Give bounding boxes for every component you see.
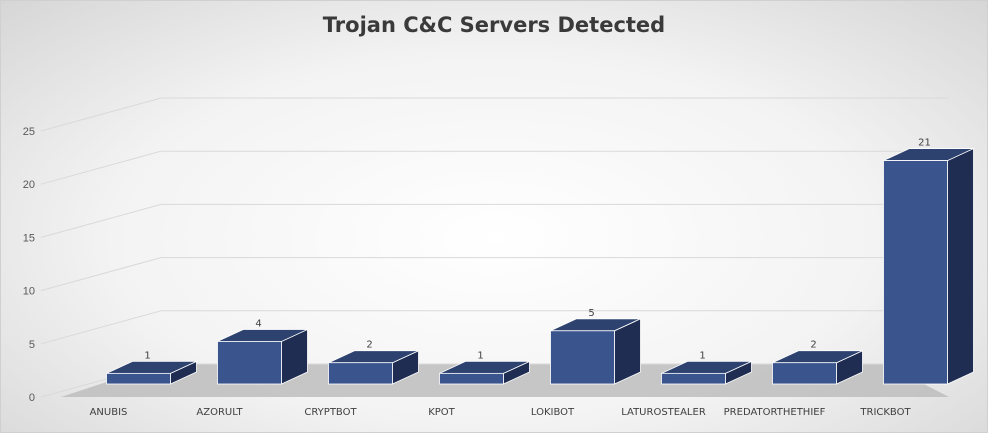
y-tick-label: 20 [23,179,35,191]
gridline-diagonal [40,257,162,292]
data-label: 1 [144,350,150,361]
y-tick-label: 5 [29,339,35,351]
gridline-diagonal [40,310,162,345]
bar [328,350,419,385]
data-label: 2 [366,340,372,351]
data-label: 1 [699,350,705,361]
gridline-diagonal [40,97,162,132]
category-label: LOKIBOT [531,407,575,418]
chart-title: Trojan C&C Servers Detected [322,13,666,37]
category-label: TRICKBOT [859,407,911,418]
bar [862,147,974,385]
category-label: PREDATORTHETHIEF [724,407,826,418]
y-tick-label: 15 [23,232,35,244]
gridline-diagonal [40,203,162,238]
bar [772,350,863,385]
data-label: 1 [477,350,483,361]
bar [550,318,641,385]
bar-front [217,341,282,385]
bar [661,360,752,385]
category-label: LATUROSTEALER [621,407,706,418]
gridline-diagonal [40,150,162,185]
bar [439,360,530,385]
category-label: CRYPTBOT [304,407,357,418]
data-label: 5 [588,308,594,319]
bar-front [661,372,726,385]
y-tick-label: 10 [23,286,35,298]
bar-front [550,330,615,385]
category-label: AZORULT [196,407,243,418]
bar-hidden [862,157,884,384]
y-tick-label: 0 [29,392,35,404]
data-label: 4 [255,318,261,329]
bar-side [947,147,974,385]
bar-front [439,372,504,385]
bar-front [106,372,171,385]
bar [106,360,197,385]
bar-front [772,362,837,385]
bar-front [328,362,393,385]
data-label: 2 [810,340,816,351]
data-label: 21 [918,138,931,149]
bar [217,328,308,385]
category-label: ANUBIS [90,407,128,418]
y-tick-label: 25 [23,126,35,138]
bar-front [883,160,948,385]
category-label: KPOT [428,407,455,418]
